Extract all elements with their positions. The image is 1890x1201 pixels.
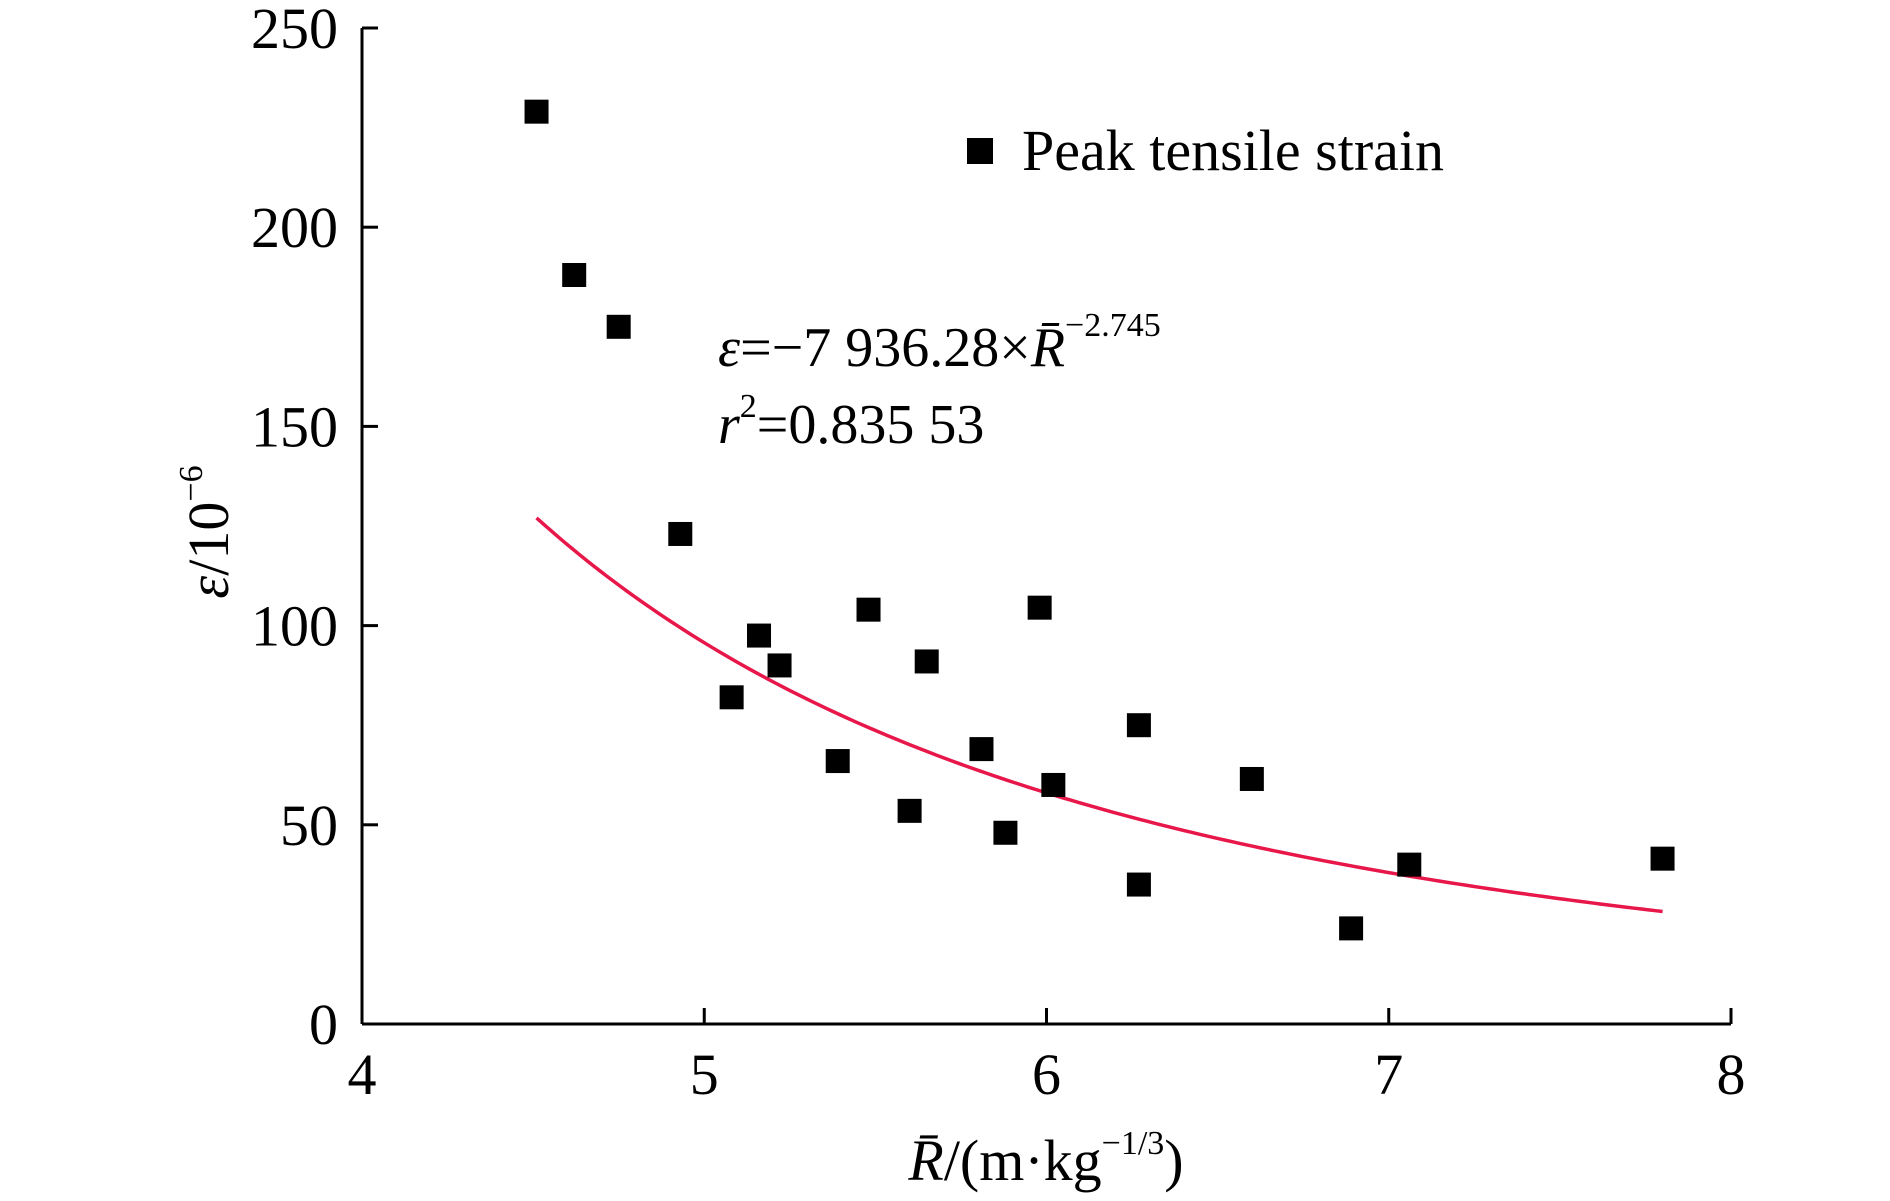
y-tick-label: 200	[251, 195, 338, 260]
eq-var: R̄	[1030, 317, 1065, 379]
data-point	[1126, 713, 1151, 738]
y-axis-unit: /10	[176, 502, 241, 576]
legend-marker	[967, 138, 993, 164]
eq-lhs: ε	[718, 317, 741, 379]
tick-labels-group: 0 50 100 150 200 250 4 5 6 7 8	[251, 0, 1746, 1107]
data-point	[1027, 595, 1052, 620]
x-tick-label: 7	[1374, 1042, 1403, 1107]
y-tick-label: 0	[309, 992, 338, 1057]
data-point	[524, 99, 549, 124]
x-axis-symbol: R̄	[907, 1128, 943, 1193]
x-axis-title: R̄/(m·kg−1/3)	[907, 1125, 1183, 1193]
data-point	[1239, 766, 1264, 791]
data-point	[993, 820, 1018, 845]
x-tick-label: 5	[690, 1042, 719, 1107]
data-point	[719, 685, 744, 710]
y-tick-label: 150	[251, 394, 338, 459]
r2-var: r	[718, 394, 740, 456]
ticks-group	[360, 26, 1733, 1026]
fit-equation: ε=−7 936.28×R̄−2.745	[718, 307, 1161, 379]
data-point	[1650, 846, 1675, 871]
x-axis-close: )	[1164, 1128, 1183, 1193]
x-tick-label: 4	[348, 1042, 377, 1107]
r2-exponent: 2	[740, 388, 757, 425]
data-point	[747, 623, 772, 648]
data-point	[856, 597, 881, 622]
data-point	[969, 737, 994, 762]
data-point	[767, 653, 792, 678]
fit-curve	[535, 516, 1663, 914]
eq-exponent: −2.745	[1065, 307, 1161, 344]
data-point	[606, 314, 631, 339]
y-tick-label: 100	[251, 594, 338, 659]
x-axis-exponent: −1/3	[1102, 1125, 1165, 1162]
x-tick-label: 6	[1032, 1042, 1061, 1107]
y-tick-label: 50	[280, 793, 338, 858]
y-axis-symbol: ε	[176, 576, 241, 599]
data-point	[914, 649, 939, 674]
eq-mid: =−7 936.28×	[740, 317, 1031, 379]
data-point	[1126, 872, 1151, 897]
data-point	[1041, 772, 1066, 797]
data-point	[1397, 852, 1422, 877]
data-point	[897, 798, 922, 823]
fit-r2: r2=0.835 53	[718, 388, 984, 456]
legend-label: Peak tensile strain	[1022, 118, 1444, 183]
legend: Peak tensile strain	[967, 118, 1444, 183]
data-point	[668, 521, 693, 546]
data-points-group	[524, 99, 1675, 941]
y-axis-exponent: −6	[173, 465, 210, 501]
y-axis-title: ε/10−6	[173, 465, 241, 598]
x-axis-unit: /(m·kg	[944, 1128, 1102, 1193]
y-tick-label: 250	[251, 0, 338, 61]
data-point	[562, 263, 587, 288]
data-point	[1339, 916, 1364, 941]
x-tick-label: 8	[1717, 1042, 1746, 1107]
r2-rest: =0.835 53	[757, 394, 985, 456]
data-point	[825, 749, 850, 774]
